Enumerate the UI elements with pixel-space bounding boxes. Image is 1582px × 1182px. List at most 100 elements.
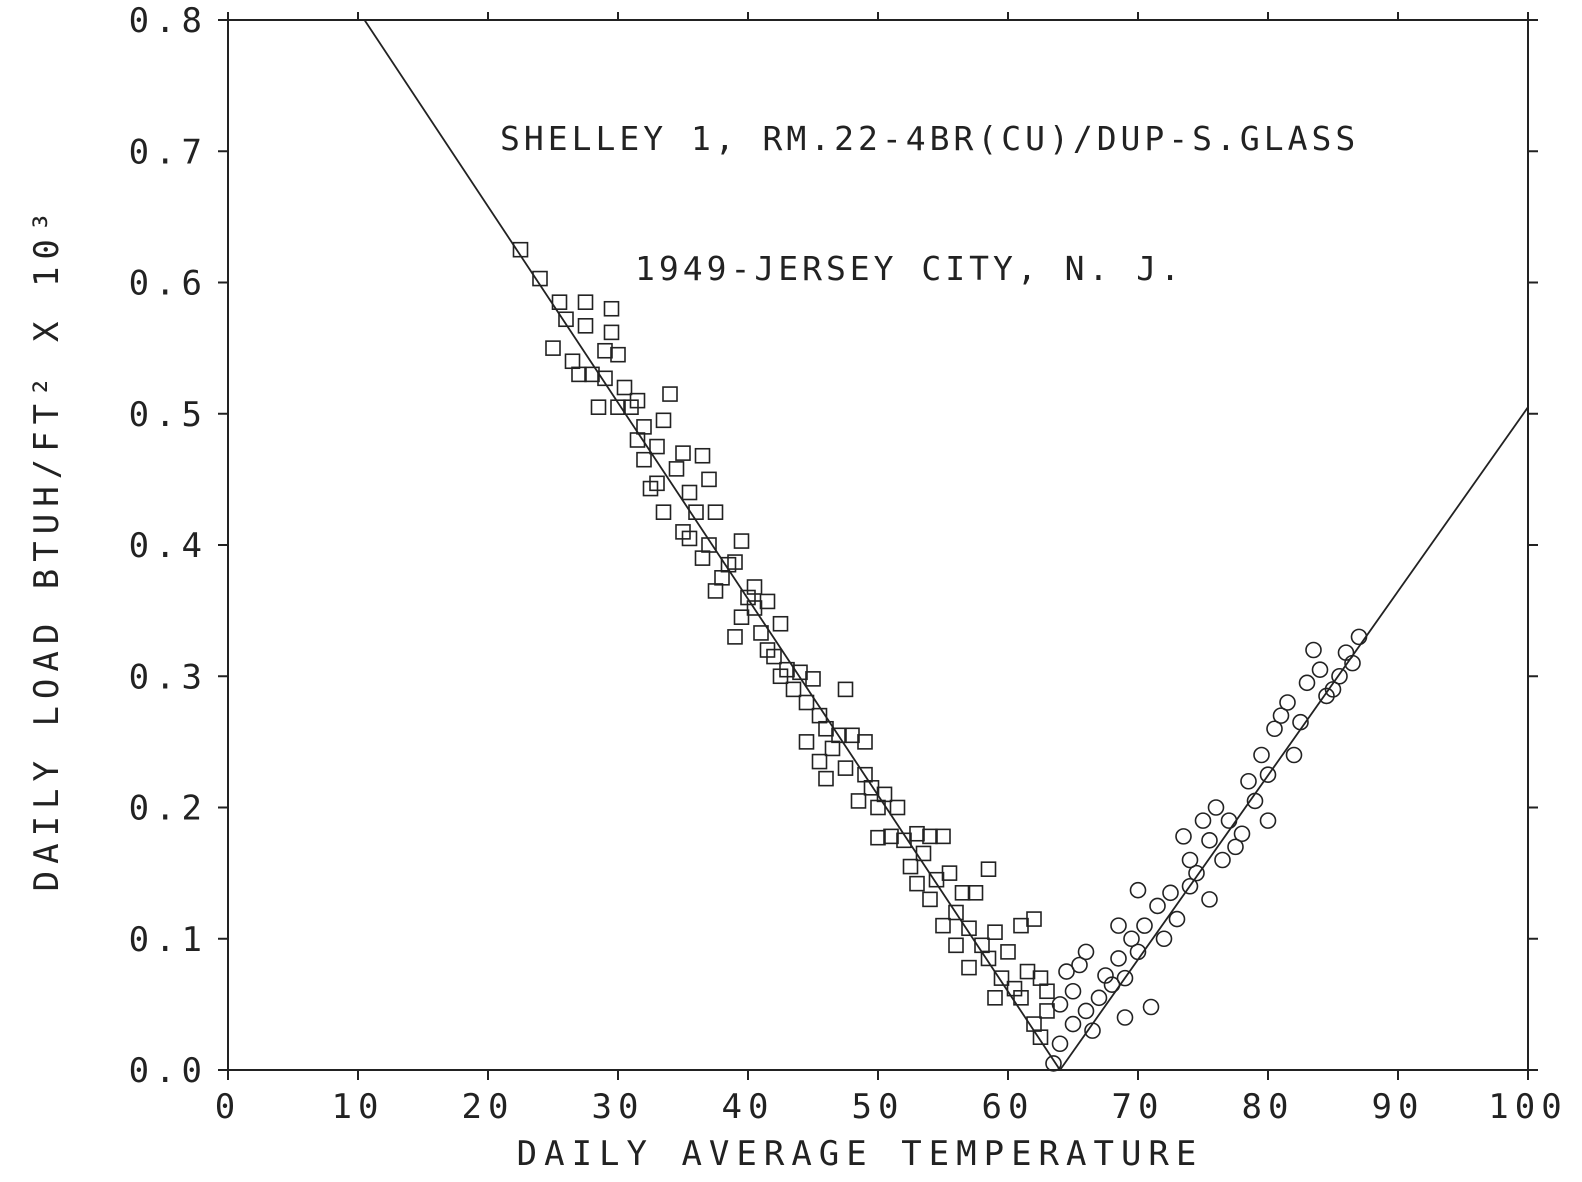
x-tick-label: 100 <box>1488 1087 1567 1127</box>
x-tick-label: 40 <box>722 1087 775 1127</box>
square-marker <box>909 825 925 842</box>
square-marker <box>961 920 977 937</box>
square-marker <box>512 241 529 258</box>
square-marker <box>857 734 873 750</box>
circle-marker <box>1045 1055 1062 1072</box>
circle-marker <box>1058 963 1075 980</box>
circle-marker <box>1292 713 1309 731</box>
annotation-title-line-2: 1949-JERSEY CITY, N. J. <box>635 249 1184 288</box>
square-marker <box>681 484 698 501</box>
x-tick-label: 70 <box>1112 1087 1165 1127</box>
circle-marker <box>1214 851 1231 869</box>
square-marker <box>694 550 711 566</box>
circle-marker <box>1188 864 1205 882</box>
y-tick-label: 0.2 <box>129 789 208 829</box>
y-tick-label: 0.8 <box>129 1 208 41</box>
square-marker <box>850 793 867 809</box>
square-marker <box>603 300 620 317</box>
circle-marker <box>1129 943 1147 961</box>
circle-marker <box>1337 644 1355 661</box>
square-marker <box>818 770 834 787</box>
square-marker <box>772 615 789 632</box>
circle-marker <box>1097 967 1114 984</box>
square-marker <box>987 990 1003 1006</box>
square-marker <box>597 370 613 387</box>
square-marker <box>545 340 561 356</box>
square-marker <box>655 504 672 520</box>
square-marker <box>831 727 847 744</box>
square-marker <box>1013 917 1029 934</box>
x-tick-label: 60 <box>982 1087 1035 1127</box>
plot-area-frame <box>227 19 1529 1071</box>
square-marker <box>987 924 1003 940</box>
square-marker <box>707 504 724 520</box>
x-tick-labels: 0 10 20 30 40 50 60 70 80 90 100 <box>215 1087 1567 1127</box>
circle-marker <box>1077 943 1095 961</box>
square-marker <box>636 419 652 435</box>
square-marker <box>798 734 815 750</box>
square-marker <box>649 475 665 492</box>
square-marker <box>733 609 750 625</box>
square-marker <box>824 740 841 757</box>
circle-marker <box>1285 746 1303 764</box>
fit-line-heating <box>363 19 1061 1071</box>
square-marker <box>922 891 938 908</box>
square-marker <box>655 412 672 429</box>
square-marker <box>889 799 906 816</box>
square-marker <box>571 366 587 383</box>
square-marker <box>629 392 646 409</box>
square-marker <box>597 342 613 359</box>
circle-marker <box>1227 838 1244 856</box>
circle-marker <box>1253 746 1270 764</box>
circle-marker <box>1318 687 1335 705</box>
axis-ticks <box>218 12 1538 1080</box>
circle-marker <box>1077 1002 1095 1020</box>
circle-marker <box>1103 976 1121 993</box>
square-marker <box>1039 1003 1055 1019</box>
square-marker <box>902 858 919 875</box>
circle-marker <box>1168 910 1186 928</box>
square-marker <box>759 593 776 610</box>
y-tick-label: 0.7 <box>129 132 208 172</box>
square-marker <box>909 875 925 892</box>
square-marker <box>688 504 704 520</box>
square-marker <box>935 828 951 845</box>
square-marker <box>915 845 932 862</box>
square-marker <box>551 294 568 310</box>
square-marker <box>532 270 548 287</box>
circle-marker <box>1272 707 1290 724</box>
circle-marker <box>1240 772 1257 790</box>
circle-marker <box>1350 628 1368 646</box>
circle-marker <box>1259 766 1277 783</box>
square-marker <box>798 694 815 711</box>
circle-marker <box>1220 812 1238 829</box>
circle-marker <box>1064 1015 1082 1033</box>
x-tick-label: 30 <box>592 1087 645 1127</box>
square-marker <box>590 399 607 415</box>
circle-marker <box>1233 825 1251 843</box>
square-marker <box>701 537 717 553</box>
square-marker <box>558 311 574 328</box>
circle-marker <box>1207 799 1225 816</box>
x-axis-title: DAILY AVERAGE TEMPERATURE <box>517 1134 1204 1174</box>
circle-marker <box>1084 1022 1101 1039</box>
circle-marker <box>1051 996 1069 1013</box>
fit-line-cooling <box>1059 406 1529 1071</box>
y-tick-label: 0.6 <box>129 264 208 304</box>
square-marker <box>1039 983 1055 1000</box>
circle-marker <box>1175 828 1192 845</box>
square-marker <box>681 530 698 547</box>
square-marker <box>779 661 795 678</box>
square-marker <box>714 570 730 586</box>
square-marker <box>707 583 724 599</box>
square-marker <box>785 681 802 698</box>
square-marker <box>805 671 821 687</box>
square-marker <box>980 861 997 877</box>
square-marker <box>746 579 763 595</box>
square-marker <box>837 760 854 776</box>
circle-marker <box>1305 641 1322 659</box>
circle-marker <box>1259 812 1277 829</box>
y-tick-label: 0.0 <box>129 1051 208 1091</box>
circle-marker <box>1110 950 1127 967</box>
circle-marker <box>1279 694 1296 711</box>
